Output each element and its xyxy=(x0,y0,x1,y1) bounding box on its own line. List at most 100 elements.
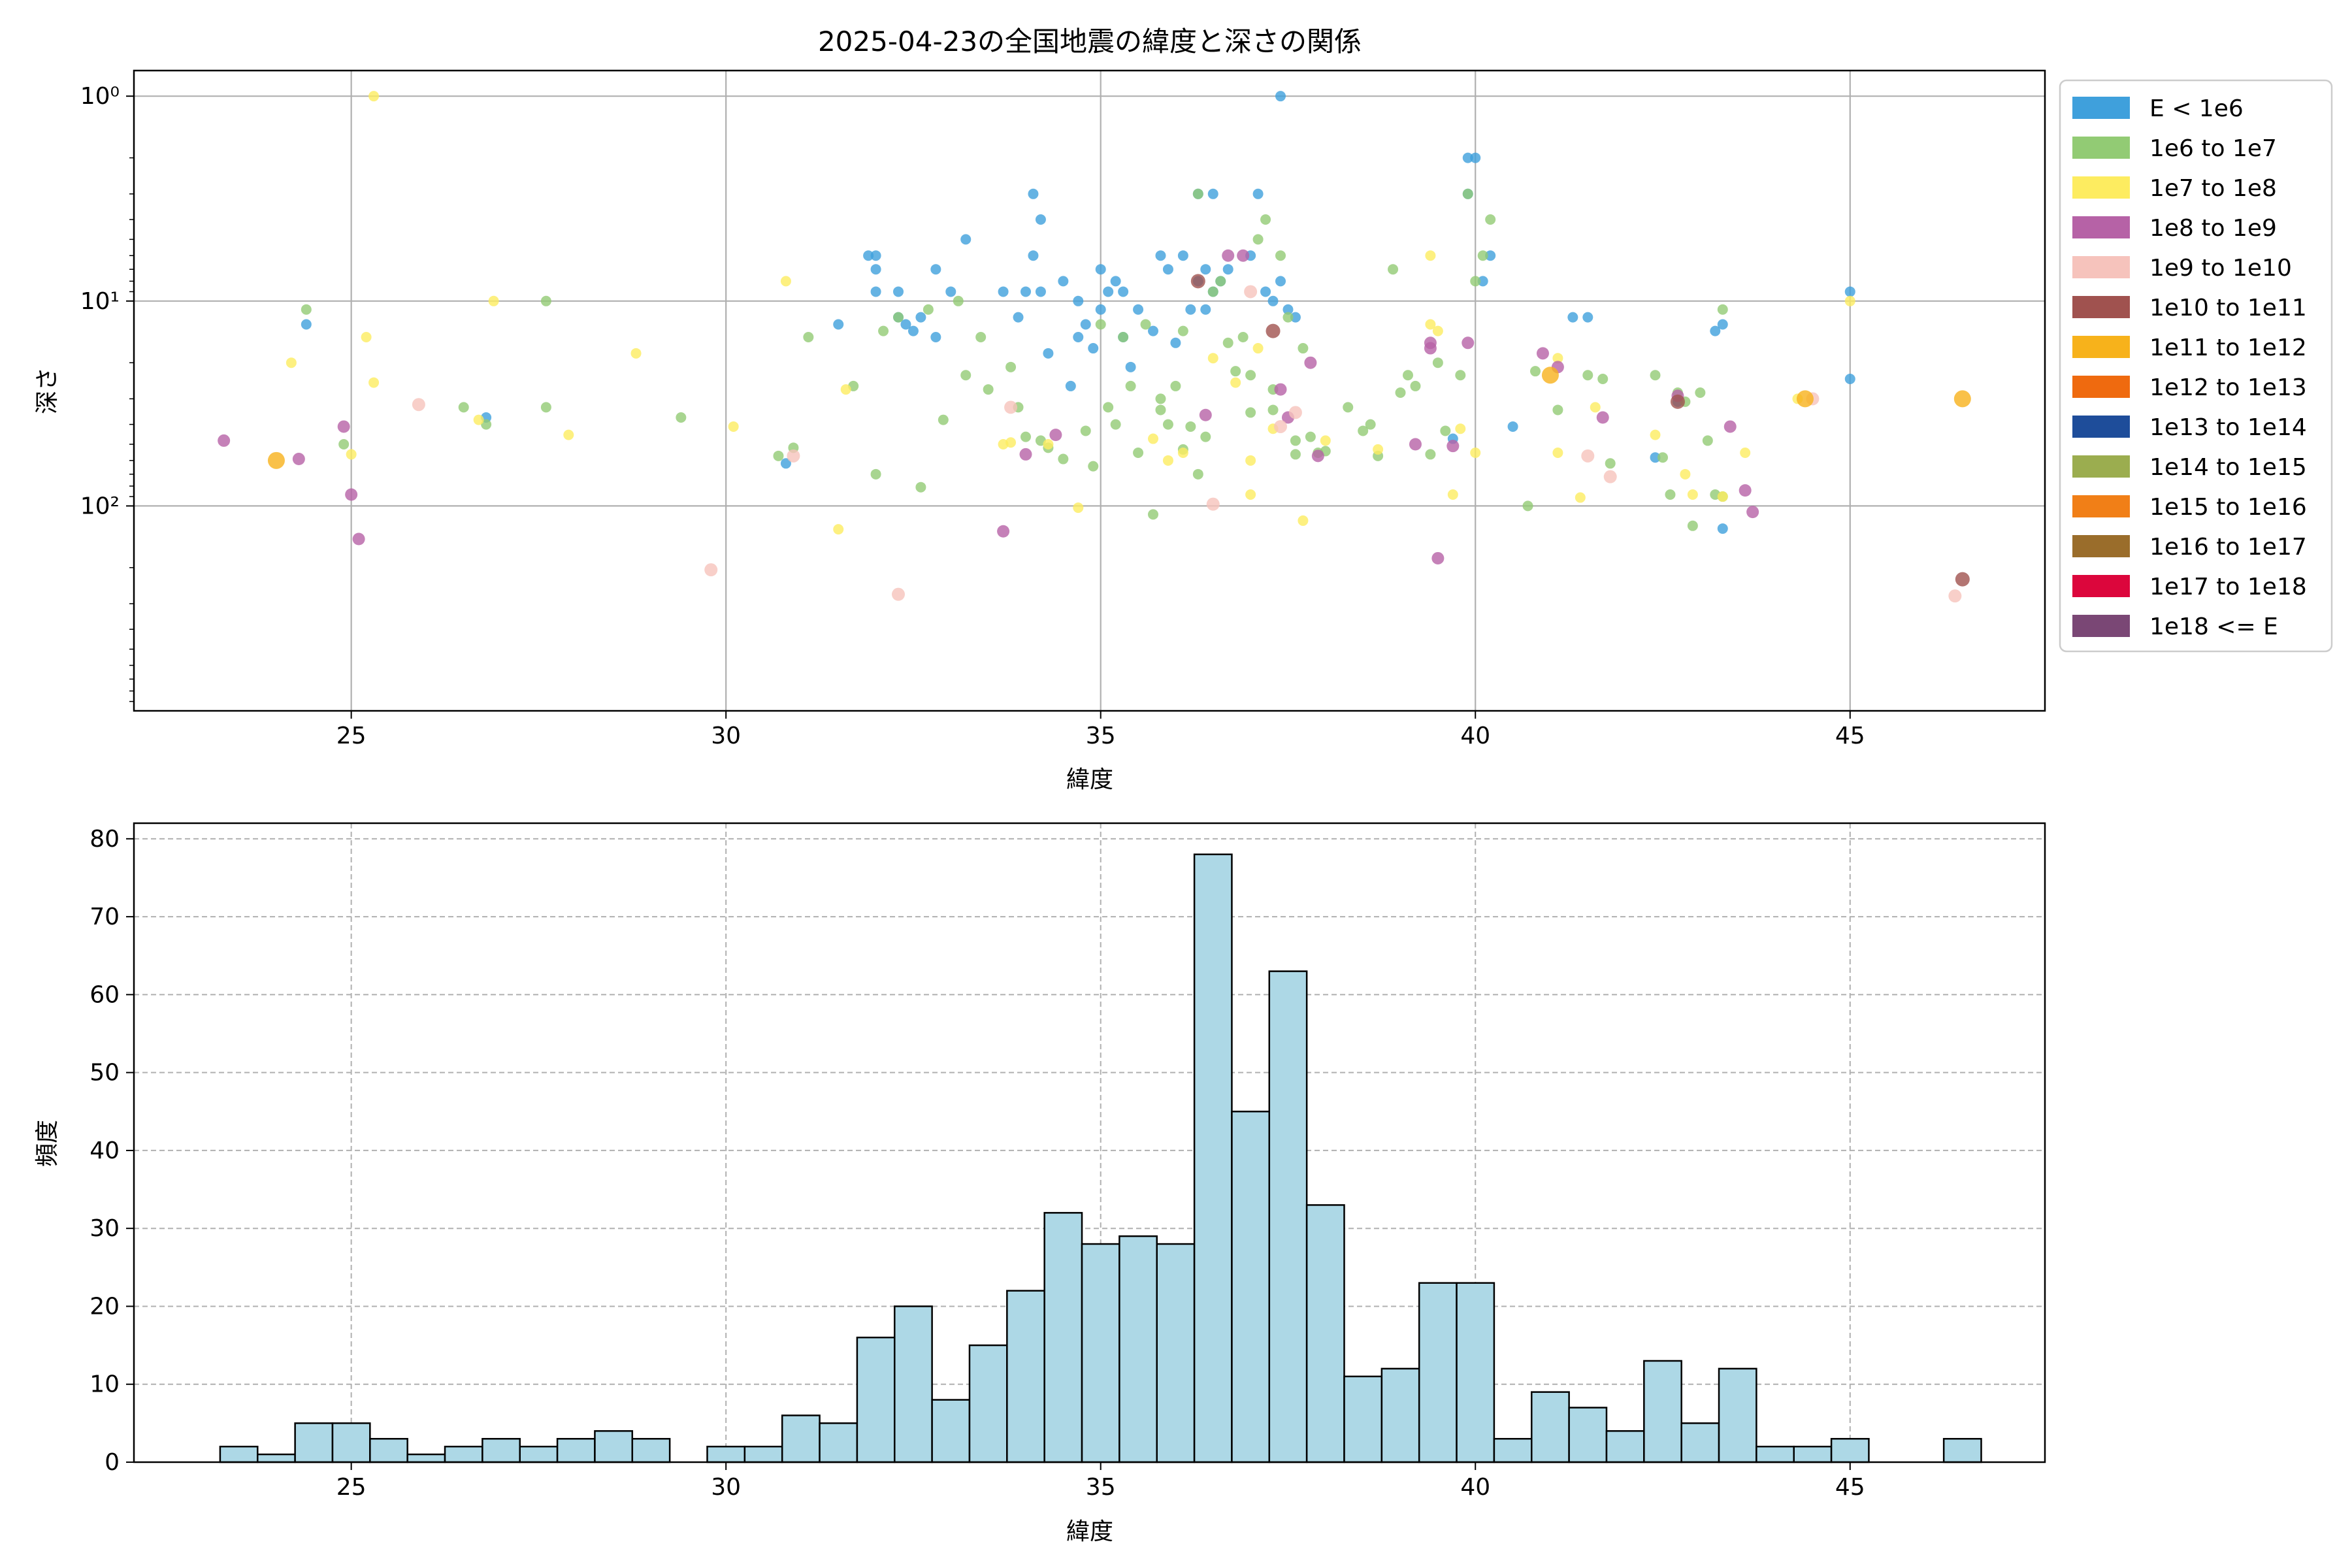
scatter-point xyxy=(1410,380,1421,391)
scatter-point xyxy=(1088,461,1099,472)
scatter-point xyxy=(1252,188,1264,199)
histogram-y-label: 頻度 xyxy=(34,1120,61,1167)
scatter-point xyxy=(267,451,285,469)
scatter-point xyxy=(1005,361,1017,372)
scatter-y-ticks: 10⁰ 10¹ 10² xyxy=(80,83,134,702)
histogram-y-tick-label: 50 xyxy=(90,1060,120,1086)
scatter-point xyxy=(1746,506,1759,519)
scatter-point xyxy=(1095,319,1106,330)
scatter-point xyxy=(1267,295,1279,306)
scatter-grid xyxy=(134,71,2045,711)
legend-swatch xyxy=(2072,216,2130,238)
histogram-bar xyxy=(1793,1445,1833,1463)
scatter-point xyxy=(1162,264,1173,275)
histogram-bar xyxy=(1942,1437,1982,1463)
scatter-point xyxy=(930,332,941,343)
histogram-bar xyxy=(1343,1375,1383,1463)
scatter-point xyxy=(1244,285,1258,299)
histogram-bar xyxy=(1605,1430,1645,1463)
scatter-point xyxy=(787,449,800,463)
scatter-point xyxy=(1717,319,1728,330)
scatter-point xyxy=(1290,312,1301,323)
legend-swatch xyxy=(2072,137,2130,159)
scatter-point xyxy=(953,295,964,306)
scatter-axes-frame xyxy=(133,69,2046,712)
scatter-point xyxy=(1073,332,1084,343)
scatter-point xyxy=(1590,402,1601,413)
scatter-point xyxy=(803,332,814,343)
histogram-bar xyxy=(1643,1360,1682,1463)
legend-label: 1e10 to 1e11 xyxy=(2149,295,2307,321)
legend-label: 1e6 to 1e7 xyxy=(2149,135,2277,162)
histogram-bar xyxy=(594,1430,634,1463)
scatter-point xyxy=(915,312,926,323)
scatter-point xyxy=(1019,448,1032,461)
scatter-point xyxy=(1177,447,1188,458)
histogram-bar xyxy=(1493,1437,1533,1463)
legend-label: 1e11 to 1e12 xyxy=(2149,335,2307,361)
histogram-bar xyxy=(781,1414,821,1463)
scatter-point xyxy=(1125,380,1136,391)
scatter-point xyxy=(1028,188,1039,199)
scatter-point xyxy=(1477,276,1488,287)
scatter-point xyxy=(1245,407,1256,418)
scatter-point xyxy=(1552,447,1563,458)
histogram-bar xyxy=(1081,1243,1120,1463)
histogram-bar xyxy=(1119,1235,1158,1463)
scatter-point xyxy=(1267,404,1279,416)
scatter-point xyxy=(1206,497,1220,511)
scatter-point xyxy=(1432,357,1443,368)
scatter-x-tick-label: 40 xyxy=(1460,723,1490,749)
scatter-point xyxy=(780,276,791,287)
scatter-point xyxy=(1298,343,1309,354)
scatter-point xyxy=(1170,337,1181,348)
scatter-point xyxy=(923,304,934,315)
scatter-point xyxy=(945,286,956,297)
scatter-point xyxy=(997,525,1010,538)
scatter-point xyxy=(870,286,881,297)
scatter-point xyxy=(1028,250,1039,261)
scatter-point xyxy=(1446,440,1460,453)
scatter-point xyxy=(1185,421,1196,432)
scatter-point xyxy=(1095,304,1106,315)
histogram-y-tick-label: 10 xyxy=(90,1371,120,1398)
scatter-point xyxy=(1200,264,1211,275)
histogram-bar xyxy=(1305,1204,1345,1463)
histogram-bar xyxy=(257,1453,296,1463)
scatter-point xyxy=(1522,500,1533,512)
histogram-bar xyxy=(894,1305,933,1463)
scatter-point xyxy=(1049,429,1062,442)
scatter-point xyxy=(1148,509,1158,520)
scatter-point xyxy=(1140,319,1151,330)
legend: E < 1e6 1e6 to 1e7 1e7 to 1e8 1e8 to 1e9 1e9… xyxy=(2059,79,2333,653)
legend-swatch xyxy=(2072,256,2130,278)
scatter-point xyxy=(1200,431,1211,442)
legend-label: E < 1e6 xyxy=(2149,95,2244,122)
scatter-point xyxy=(1485,250,1496,261)
scatter-point xyxy=(1207,188,1218,199)
scatter-point xyxy=(1717,491,1728,502)
scatter-point xyxy=(1073,502,1084,514)
histogram-y-tick-label: 40 xyxy=(90,1137,120,1164)
scatter-point xyxy=(983,384,994,395)
legend-swatch xyxy=(2072,336,2130,358)
scatter-point xyxy=(1424,342,1437,355)
scatter-point xyxy=(780,458,791,469)
scatter-point xyxy=(1507,421,1518,432)
scatter-point xyxy=(301,319,312,330)
scatter-point xyxy=(893,312,904,323)
histogram-bar xyxy=(1043,1212,1083,1463)
scatter-point xyxy=(1103,402,1114,413)
legend-label: 1e14 to 1e15 xyxy=(2149,454,2307,481)
histogram-bar xyxy=(294,1422,334,1463)
histogram-bar xyxy=(1193,853,1233,1463)
scatter-point xyxy=(1290,449,1301,460)
scatter-point xyxy=(1552,404,1563,416)
histogram-bar xyxy=(931,1399,971,1463)
scatter-y-tick-label: 10⁰ xyxy=(80,83,120,110)
scatter-point xyxy=(1470,276,1481,287)
scatter-point xyxy=(1567,312,1578,323)
histogram-y-tick-label: 60 xyxy=(90,981,120,1008)
scatter-point xyxy=(1796,390,1814,408)
